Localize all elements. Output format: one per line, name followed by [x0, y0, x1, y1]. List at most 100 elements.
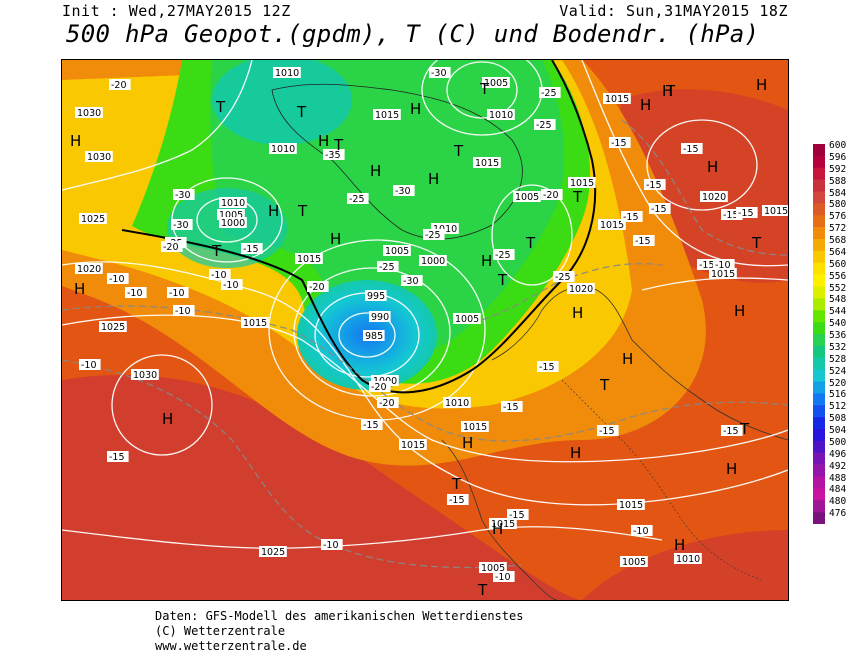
legend-swatch: [813, 476, 825, 489]
temperature-label: -10: [221, 279, 243, 291]
svg-text:-30: -30: [173, 220, 189, 231]
weather-map: 1010 1005 1010 1030 1015 1015 1010 1030 1015 1005…: [61, 59, 789, 601]
temperature-label: -10: [713, 259, 735, 271]
pressure-label: 1005: [479, 562, 507, 574]
temperature-label: -25: [347, 193, 369, 205]
high-pressure-marker: H: [318, 132, 329, 150]
legend-value: 520: [829, 377, 847, 389]
svg-text:1015: 1015: [401, 440, 425, 451]
valid-time: Valid: Sun,31MAY2015 18Z: [559, 2, 788, 20]
pressure-label: 1015: [399, 439, 427, 451]
temperature-label: -20: [377, 397, 399, 409]
svg-text:1005: 1005: [481, 563, 505, 574]
low-pressure-marker: T: [477, 581, 488, 599]
svg-text:-15: -15: [623, 212, 639, 223]
legend-value: 552: [829, 282, 847, 294]
svg-text:-15: -15: [738, 208, 754, 219]
svg-text:985: 985: [365, 331, 383, 342]
svg-text:1015: 1015: [243, 318, 267, 329]
svg-text:-15: -15: [635, 236, 651, 247]
pressure-label: 1020: [700, 191, 728, 203]
svg-text:1005: 1005: [622, 557, 646, 568]
svg-text:-15: -15: [539, 362, 555, 373]
svg-text:-20: -20: [111, 80, 127, 91]
pressure-label: 1005: [620, 556, 648, 568]
svg-text:1015: 1015: [711, 269, 735, 280]
svg-text:-35: -35: [325, 150, 341, 161]
init-time: Init : Wed,27MAY2015 12Z: [62, 2, 291, 20]
map-canvas: 1010 1005 1010 1030 1015 1015 1010 1030 1015 1005…: [62, 60, 788, 600]
svg-text:-20: -20: [309, 282, 325, 293]
svg-text:1020: 1020: [702, 192, 726, 203]
svg-text:1005: 1005: [219, 210, 243, 221]
temperature-label: -20: [369, 381, 391, 393]
temperature-label: -15: [721, 209, 743, 221]
temperature-label: -10: [79, 359, 101, 371]
svg-text:-30: -30: [403, 276, 419, 287]
svg-text:-10: -10: [211, 270, 227, 281]
svg-text:-15: -15: [599, 426, 615, 437]
pressure-label: 1015: [461, 421, 489, 433]
svg-text:1030: 1030: [133, 370, 157, 381]
svg-text:1020: 1020: [77, 264, 101, 275]
svg-text:990: 990: [371, 312, 389, 323]
svg-text:1015: 1015: [764, 206, 788, 217]
high-pressure-marker: H: [756, 76, 767, 94]
legend-value: 576: [829, 211, 847, 223]
low-pressure-marker: T: [211, 242, 222, 260]
legend-swatch: [813, 357, 825, 370]
legend-swatch: [813, 500, 825, 513]
svg-text:1020: 1020: [569, 284, 593, 295]
legend-value: 504: [829, 425, 847, 436]
svg-text:-10: -10: [81, 360, 97, 371]
legend-value: 496: [829, 448, 847, 460]
coastline-greenland: [271, 83, 523, 240]
high-pressure-marker: H: [640, 96, 651, 114]
legend-swatch: [813, 322, 825, 335]
high-pressure-marker: H: [330, 230, 341, 248]
legend-value: 568: [829, 235, 847, 246]
legend-value: 512: [829, 401, 847, 413]
low-pressure-marker: T: [751, 234, 762, 252]
legend-value: 592: [829, 163, 847, 175]
temperature-label: -15: [241, 243, 263, 255]
pressure-label: 1010: [487, 109, 515, 121]
temperature-label: -15: [697, 259, 719, 271]
pressure-label: 1010: [269, 143, 297, 155]
svg-text:1010: 1010: [676, 554, 700, 565]
pressure-label: 1030: [75, 107, 103, 119]
temperature-label: -15: [633, 235, 655, 247]
temperature-label: -30: [173, 189, 195, 201]
pressure-label: 1010: [431, 223, 459, 235]
legend-value: 488: [829, 472, 847, 484]
temperature-label: -10: [209, 269, 231, 281]
legend-swatch: [813, 452, 825, 465]
svg-text:-15: -15: [699, 260, 715, 271]
isohypse-552: [121, 60, 597, 394]
legend-value: 556: [829, 270, 847, 282]
legend-swatch: [813, 429, 825, 442]
legend-value: 548: [829, 294, 847, 306]
legend-value: 476: [829, 508, 847, 520]
svg-text:-15: -15: [509, 510, 525, 521]
low-pressure-marker: T: [665, 82, 676, 100]
legend-value: 516: [829, 389, 847, 401]
temperature-label: -10: [167, 287, 189, 299]
legend-value: 500: [829, 436, 847, 448]
pressure-label: 1000: [419, 255, 447, 267]
legend-value: 492: [829, 460, 847, 472]
temperature-label: -10: [321, 539, 343, 551]
svg-text:1015: 1015: [605, 94, 629, 105]
temperature-label: -35: [323, 149, 345, 161]
svg-text:-15: -15: [683, 144, 699, 155]
svg-text:-20: -20: [371, 382, 387, 393]
legend-value: 588: [829, 175, 847, 187]
high-pressure-marker: H: [572, 304, 583, 322]
legend-swatch: [813, 239, 825, 252]
low-pressure-marker: T: [333, 136, 344, 154]
svg-text:-30: -30: [175, 190, 191, 201]
temperature-label: -15: [537, 361, 559, 373]
legend-swatch: [813, 215, 825, 228]
cold-pool-north: [212, 60, 352, 145]
high-pressure-marker: H: [74, 280, 85, 298]
